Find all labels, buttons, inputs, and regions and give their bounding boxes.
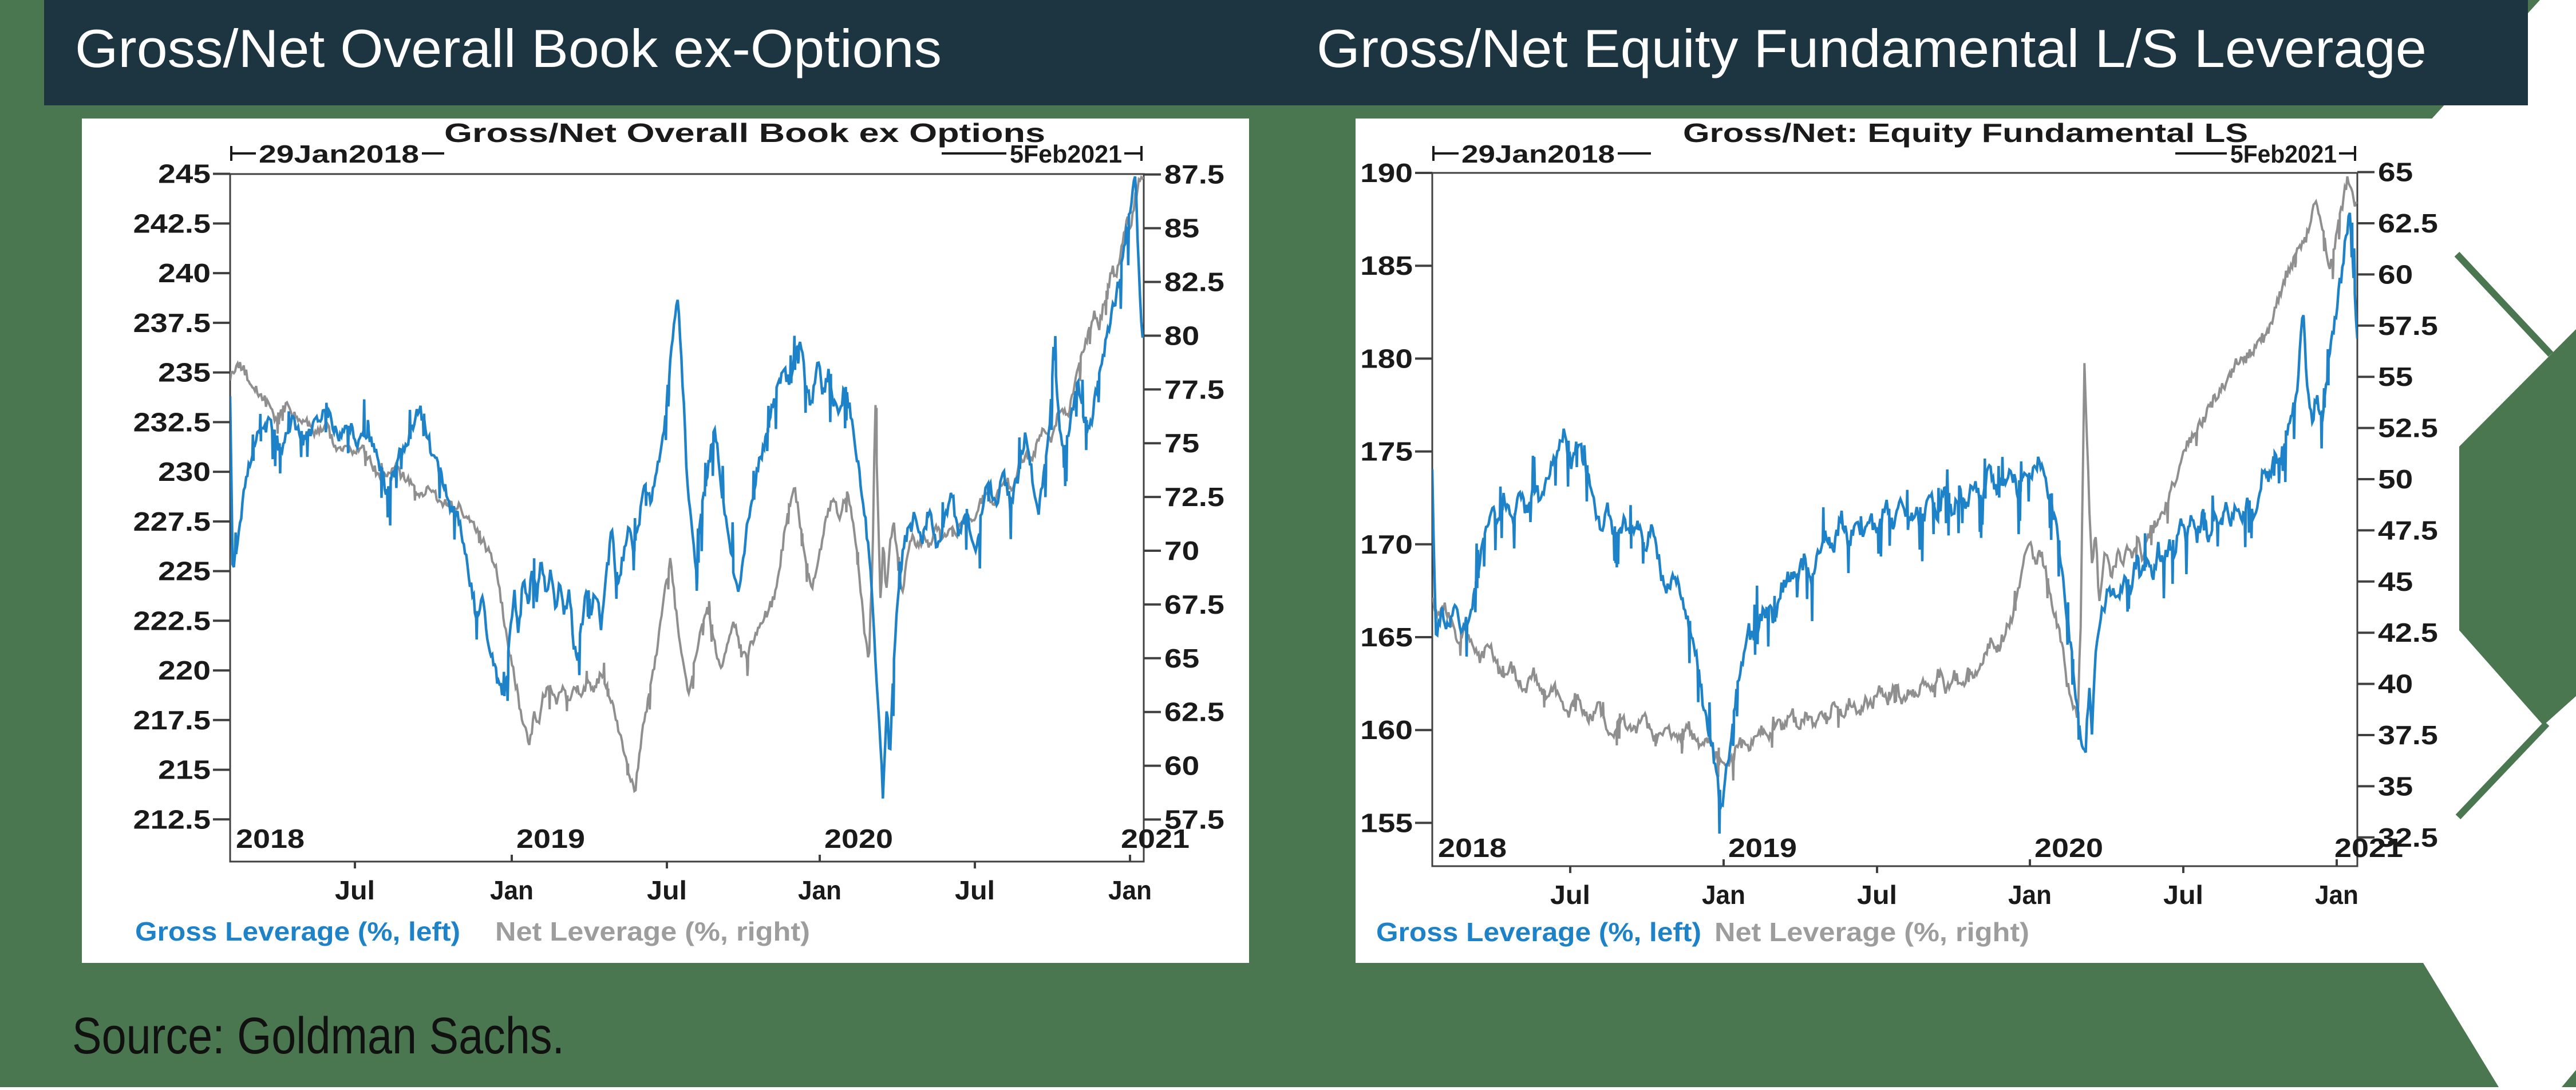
svg-text:Net Leverage (%, right): Net Leverage (%, right)	[495, 917, 810, 946]
svg-text:2018: 2018	[236, 824, 305, 854]
svg-text:40: 40	[2378, 669, 2413, 699]
svg-text:Jan: Jan	[490, 875, 534, 905]
svg-text:180: 180	[1360, 343, 1413, 373]
svg-text:45: 45	[2378, 567, 2413, 597]
svg-text:2019: 2019	[516, 824, 585, 854]
svg-text:175: 175	[1360, 437, 1413, 467]
svg-text:Jul: Jul	[1857, 880, 1897, 910]
svg-text:2018: 2018	[1438, 833, 1507, 863]
svg-text:42.5: 42.5	[2378, 618, 2438, 647]
svg-text:77.5: 77.5	[1164, 374, 1224, 404]
svg-text:Gross/Net Equity Fundamental L: Gross/Net Equity Fundamental L/S Leverag…	[1317, 18, 2427, 78]
svg-text:165: 165	[1360, 622, 1413, 652]
svg-text:60: 60	[1164, 751, 1199, 781]
svg-text:2020: 2020	[2034, 833, 2103, 863]
svg-text:5Feb2021: 5Feb2021	[2230, 140, 2337, 168]
svg-text:215: 215	[158, 755, 211, 785]
svg-text:Net Leverage (%, right): Net Leverage (%, right)	[1714, 917, 2029, 947]
svg-text:57.5: 57.5	[1164, 805, 1224, 835]
svg-text:2019: 2019	[1728, 833, 1797, 863]
svg-text:Jan: Jan	[2315, 880, 2358, 910]
svg-text:212.5: 212.5	[133, 804, 211, 834]
svg-text:50: 50	[2378, 464, 2413, 494]
svg-text:85: 85	[1164, 214, 1199, 243]
svg-text:62.5: 62.5	[2378, 208, 2438, 238]
svg-text:2020: 2020	[824, 824, 893, 854]
svg-text:57.5: 57.5	[2378, 311, 2438, 341]
svg-text:29Jan2018: 29Jan2018	[259, 140, 419, 168]
svg-text:155: 155	[1360, 808, 1413, 838]
svg-text:55: 55	[2378, 362, 2413, 392]
svg-text:Jul: Jul	[955, 875, 995, 905]
svg-text:Source: Goldman Sachs.: Source: Goldman Sachs.	[72, 1008, 564, 1065]
svg-text:60: 60	[2378, 259, 2413, 289]
svg-text:237.5: 237.5	[133, 308, 211, 338]
svg-text:37.5: 37.5	[2378, 720, 2438, 750]
svg-text:5Feb2021: 5Feb2021	[1010, 140, 1122, 168]
svg-text:65: 65	[2378, 157, 2413, 187]
svg-text:65: 65	[1164, 643, 1199, 673]
svg-text:Jul: Jul	[1550, 880, 1590, 910]
svg-text:80: 80	[1164, 321, 1199, 350]
svg-text:217.5: 217.5	[133, 705, 211, 735]
svg-text:2021: 2021	[1121, 824, 1190, 854]
svg-text:Jul: Jul	[647, 875, 687, 905]
svg-text:52.5: 52.5	[2378, 413, 2438, 443]
svg-text:75: 75	[1164, 428, 1199, 458]
svg-text:29Jan2018: 29Jan2018	[1461, 140, 1615, 168]
svg-text:Jan: Jan	[2008, 880, 2052, 910]
svg-text:240: 240	[158, 258, 211, 288]
svg-text:62.5: 62.5	[1164, 697, 1224, 727]
svg-text:72.5: 72.5	[1164, 482, 1224, 512]
svg-text:Jan: Jan	[798, 875, 841, 905]
svg-text:160: 160	[1360, 715, 1413, 745]
svg-text:Gross Leverage (%, left): Gross Leverage (%, left)	[1376, 917, 1701, 947]
svg-text:70: 70	[1164, 536, 1199, 566]
svg-text:Jan: Jan	[1108, 875, 1152, 905]
svg-text:227.5: 227.5	[133, 507, 211, 536]
svg-text:82.5: 82.5	[1164, 267, 1224, 297]
svg-text:32.5: 32.5	[2378, 823, 2438, 852]
svg-text:47.5: 47.5	[2378, 515, 2438, 545]
svg-text:170: 170	[1360, 530, 1413, 559]
svg-text:242.5: 242.5	[133, 208, 211, 238]
svg-text:35: 35	[2378, 771, 2413, 801]
svg-text:185: 185	[1360, 251, 1413, 281]
svg-text:245: 245	[158, 159, 211, 189]
svg-text:222.5: 222.5	[133, 606, 211, 635]
svg-text:67.5: 67.5	[1164, 590, 1224, 619]
svg-text:Gross/Net Overall Book ex Opti: Gross/Net Overall Book ex Options	[444, 118, 1045, 148]
svg-text:232.5: 232.5	[133, 407, 211, 437]
svg-text:235: 235	[158, 358, 211, 388]
svg-text:Gross Leverage (%, left): Gross Leverage (%, left)	[135, 917, 460, 946]
svg-text:Gross/Net: Equity Fundamental: Gross/Net: Equity Fundamental LS	[1683, 118, 2248, 148]
svg-text:Jan: Jan	[1702, 880, 1745, 910]
svg-text:Gross/Net Overall Book ex-Opti: Gross/Net Overall Book ex-Options	[75, 18, 942, 78]
svg-text:Jul: Jul	[335, 875, 375, 905]
svg-text:Jul: Jul	[2163, 880, 2203, 910]
svg-text:2021: 2021	[2334, 833, 2403, 863]
svg-text:220: 220	[158, 655, 211, 685]
svg-text:225: 225	[158, 556, 211, 586]
svg-text:87.5: 87.5	[1164, 160, 1224, 189]
svg-text:230: 230	[158, 457, 211, 487]
svg-text:190: 190	[1360, 158, 1413, 188]
